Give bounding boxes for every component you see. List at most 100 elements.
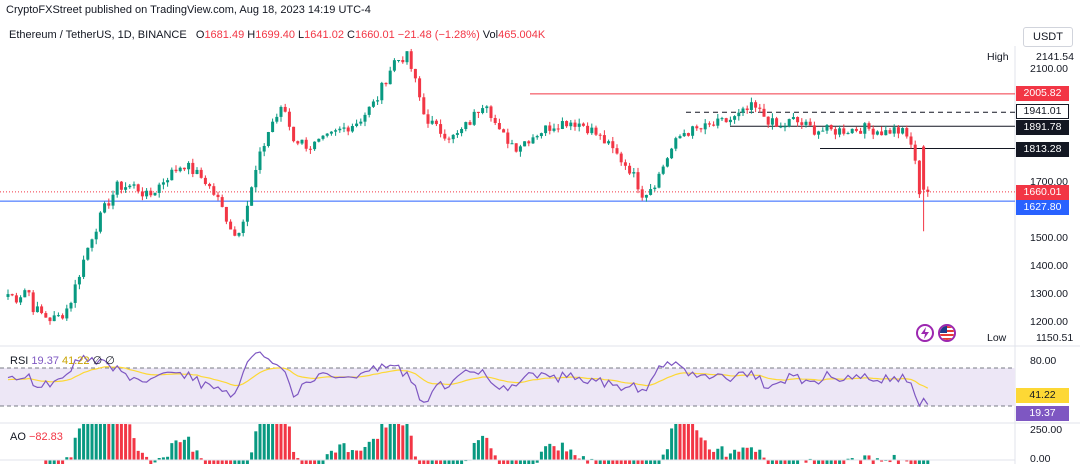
ao-bar	[430, 460, 434, 464]
candle-body	[699, 128, 703, 130]
currency-selector[interactable]: USDT	[1023, 27, 1073, 47]
ao-bar	[678, 424, 682, 460]
ao-bar	[170, 443, 174, 460]
candle-body	[791, 117, 795, 120]
ao-bar	[686, 424, 690, 460]
candle-body	[590, 127, 594, 134]
candle-body	[111, 194, 115, 206]
candle-body	[182, 167, 186, 170]
candle-body	[863, 123, 867, 134]
volume-label: Vol	[482, 29, 499, 41]
candle-body	[199, 169, 203, 178]
us-flag-icon[interactable]	[938, 324, 956, 342]
ao-bar	[674, 424, 678, 460]
ao-bar	[649, 460, 653, 464]
ao-bar	[275, 424, 279, 460]
ao-bar	[321, 460, 325, 464]
rsi-extra: ∅ ∅	[92, 355, 115, 367]
ao-bar	[229, 460, 233, 464]
ao-bar	[233, 460, 237, 464]
candle-body	[346, 127, 350, 132]
ao-bar	[880, 460, 884, 462]
candle-body	[384, 82, 388, 85]
ao-bar	[153, 460, 157, 463]
ao-bar	[842, 460, 846, 464]
candle-body	[905, 128, 909, 137]
candle-body	[98, 212, 102, 232]
ao-bar	[371, 438, 375, 460]
candle-body	[754, 102, 758, 108]
resistance-tag-dashed: 1941.01	[1016, 104, 1069, 119]
ao-bar	[825, 460, 829, 464]
candle-body	[552, 128, 556, 131]
ao-bar	[514, 460, 518, 464]
ao-bar	[552, 446, 556, 460]
ao-bar	[166, 456, 170, 460]
candle-body	[619, 153, 623, 163]
ao-bar	[52, 460, 56, 464]
ao-bar	[447, 460, 451, 464]
lightning-icon[interactable]	[916, 324, 934, 342]
candle-body	[296, 141, 300, 144]
ao-bar	[325, 454, 329, 460]
ao-bar	[384, 427, 388, 460]
candle-body	[359, 121, 363, 124]
candle-body	[283, 106, 287, 112]
candle-body	[86, 247, 90, 260]
candle-body	[770, 118, 774, 125]
candle-body	[157, 184, 161, 193]
candle-body	[804, 121, 808, 125]
candle-body	[636, 172, 640, 190]
ao-bar	[77, 428, 81, 460]
candle-body	[611, 141, 615, 149]
ao-bar	[640, 460, 644, 464]
ao-bar	[758, 449, 762, 460]
close-label: C	[347, 29, 355, 41]
candle-body	[741, 108, 745, 113]
ao-bar	[317, 460, 321, 464]
candle-body	[388, 70, 392, 85]
ao-bar	[594, 460, 598, 464]
ao-bar	[65, 457, 69, 460]
candle-body	[426, 114, 430, 124]
candle-body	[481, 108, 485, 113]
candle-body	[926, 189, 930, 192]
candle-body	[355, 123, 359, 127]
candle-body	[418, 78, 422, 98]
ao-bar	[497, 460, 501, 464]
ao-bar	[254, 431, 258, 460]
ao-bar	[140, 452, 144, 460]
candle-body	[145, 190, 149, 197]
ao-bar	[422, 460, 426, 464]
candle-body	[548, 125, 552, 131]
ao-bar	[203, 460, 207, 464]
ao-bar	[128, 424, 132, 460]
high-value: 1699.40	[255, 29, 295, 41]
ao-bar	[926, 460, 930, 464]
candle-body	[229, 221, 233, 230]
candle-body	[476, 111, 480, 113]
candle-body	[497, 123, 501, 130]
ao-bar	[724, 456, 728, 460]
candle-body	[405, 51, 409, 63]
ao-bar	[161, 457, 165, 460]
ao-bar	[426, 460, 430, 464]
ao-bar	[628, 460, 632, 464]
ao-bar	[363, 446, 367, 460]
candle-body	[775, 118, 779, 127]
candle-body	[413, 68, 417, 79]
ao-bar	[888, 460, 892, 463]
ao-value: −82.83	[28, 431, 63, 443]
candle-body	[716, 118, 720, 126]
candle-body	[233, 229, 237, 236]
candle-body	[901, 128, 905, 134]
candle-body	[653, 187, 657, 190]
low-value: 1150.51	[1036, 332, 1074, 344]
candle-body	[468, 122, 472, 125]
high-label: H	[247, 29, 256, 41]
ao-bar	[405, 424, 409, 460]
ao-bar	[754, 451, 758, 460]
candle-body	[884, 130, 888, 136]
